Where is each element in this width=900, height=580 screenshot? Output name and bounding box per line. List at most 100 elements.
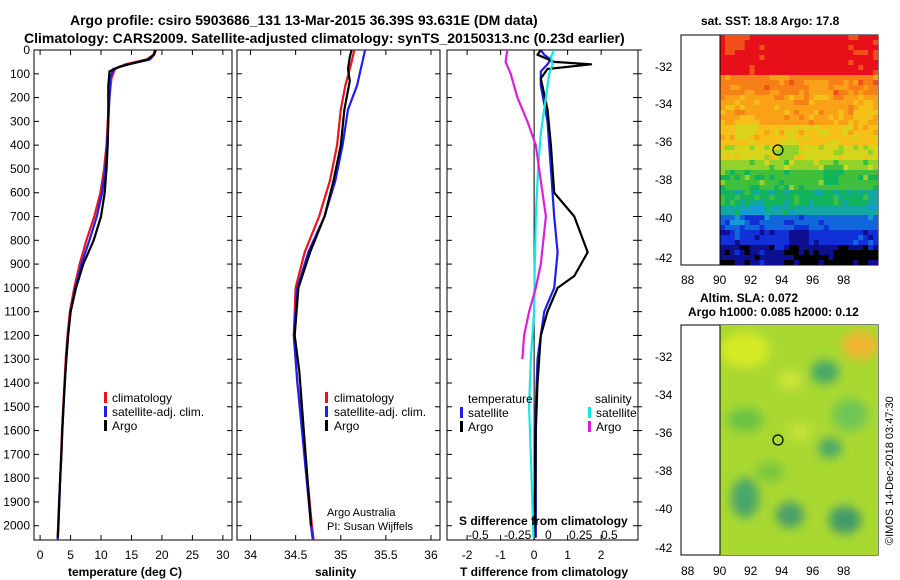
sst-pixel [873,165,878,171]
sst-pixel [729,215,736,221]
sst-pixel [720,255,726,261]
sst-pixel [808,60,815,66]
sst-pixel [789,230,795,236]
sst-pixel [784,175,790,181]
sst-pixel [799,210,805,216]
sst-pixel [734,225,741,231]
sst-pixel [868,35,874,41]
sst-pixel [794,100,800,106]
sst-pixel [799,150,805,156]
sst-pixel [724,45,731,51]
sst-pixel [813,35,820,41]
sla-ytick: -36 [655,426,673,440]
sst-pixel [823,80,830,86]
sst-pixel [873,75,878,81]
sst-pixel [818,210,825,216]
sst-pixel [803,205,810,211]
sst-pixel [853,160,859,166]
sst-pixel [764,210,770,216]
sst-pixel [823,50,830,56]
sst-pixel [863,195,869,201]
x-tick-label: 34 [244,548,258,562]
sst-pixel [729,190,736,196]
y-tick-label: 1100 [4,305,30,319]
sst-pixel [739,45,746,51]
sst-pixel [848,205,854,211]
sst-pixel [784,85,790,91]
sst-pixel [734,55,741,61]
sst-pixel [729,115,736,121]
sst-pixel [784,250,790,256]
sst-pixel [868,80,874,86]
sst-pixel [744,70,751,76]
sst-pixel [749,240,755,246]
sst-pixel [803,165,810,171]
sst-pixel [853,225,859,231]
sst-pixel [784,120,790,126]
sst-pixel [823,230,830,236]
sst-pixel [784,115,790,121]
sst-pixel [818,95,825,101]
sst-pixel [779,85,785,91]
sst-pixel [813,100,820,106]
sst-pixel [843,200,849,206]
x-tick-label: -1 [495,548,506,562]
sst-pixel [784,140,790,146]
sst-pixel [818,110,825,116]
sst-pixel [803,150,810,156]
sst-pixel [720,80,726,86]
y-tick-label: 400 [10,138,30,152]
sst-pixel [779,255,785,261]
y-tick-label: 900 [10,257,30,271]
sst-pixel [808,155,815,161]
sst-pixel [873,80,878,86]
sst-pixel [853,240,859,246]
sst-pixel [818,45,825,51]
sst-pixel [873,195,878,201]
sst-pixel [838,100,844,106]
sst-pixel [858,85,864,91]
sla-blob [755,462,785,482]
sst-pixel [749,225,755,231]
sst-pixel [789,100,795,106]
sst-pixel [759,125,765,131]
sst-pixel [868,110,874,116]
sst-pixel [739,140,746,146]
sst-pixel [729,260,736,265]
sst-pixel [858,190,864,196]
difference-legend: temperature salinity satellite Argo sate… [460,392,637,434]
salinity-panel: 34 34.5 35 35.5 36 salinity climatology sate… [236,49,441,579]
sst-pixel [789,200,795,206]
sst-pixel [848,140,854,146]
sst-pixel [828,45,834,51]
sst-pixel [858,40,864,46]
sst-pixel [828,100,834,106]
sst-pixel [818,170,825,176]
s-tick: 0.25 [569,528,593,542]
sst-pixel [828,255,834,261]
sst-pixel [799,75,805,81]
sst-pixel [853,110,859,116]
sst-pixel [779,170,785,176]
sst-pixel [828,55,834,61]
sst-pixel [813,65,820,71]
sst-pixel [769,235,775,241]
sst-pixel [838,60,844,66]
sst-pixel [813,150,820,156]
sst-pixel [744,80,751,86]
sst-pixel [739,115,746,121]
sst-pixel [858,55,864,61]
sst-pixel [853,255,859,261]
sst-pixel [799,240,805,246]
sst-pixel [734,115,741,121]
sst-pixel [808,200,815,206]
x-tick-label: -2 [462,548,473,562]
sst-pixel [744,75,751,81]
sst-pixel [724,240,731,246]
sst-pixel [724,150,731,156]
sst-pixel [808,70,815,76]
sst-pixel [724,60,731,66]
sst-pixel [734,230,741,236]
series-line-t-argo [533,50,593,538]
y-tick-label: 1600 [3,424,30,438]
